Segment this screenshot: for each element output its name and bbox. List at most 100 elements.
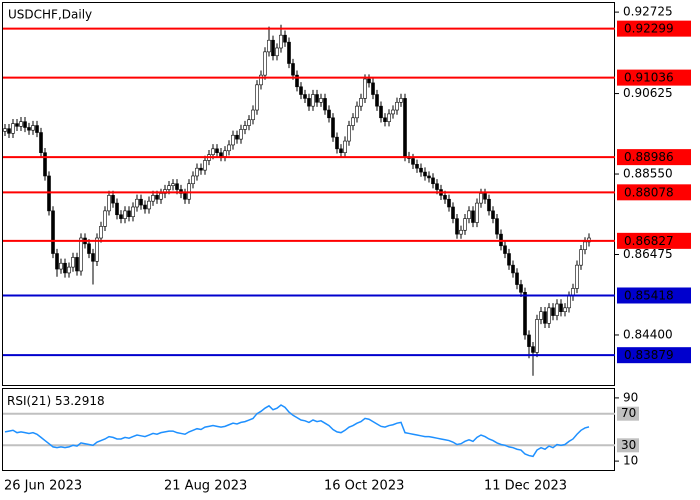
candle-body [19,121,23,127]
price-level-label: 0.88986 [624,150,674,164]
candle-body [227,144,231,152]
candle-body [559,303,563,313]
candle-body [47,175,51,212]
candle-body [323,98,327,111]
candle-body [135,198,139,208]
candle-body [511,264,515,274]
candle-body [43,152,47,177]
candle-body [299,86,303,95]
y-tick-label: 0.90625 [623,86,673,100]
candle-body [403,98,407,157]
candle-body [575,264,579,289]
price-level-label: 0.85418 [624,288,674,302]
candle-body [347,125,351,142]
candle-body [151,195,155,202]
price-level-label-box [617,287,691,304]
candle-body [455,218,459,235]
candle-body [379,105,383,119]
price-level-label: 0.92299 [624,22,674,36]
candle-body [219,152,223,157]
candle-body [215,148,219,153]
price-level-label-box [617,149,691,166]
rsi-y-tick-label: 10 [623,454,638,468]
rsi-y-tick-label: 90 [623,390,638,404]
candle-body [491,210,495,219]
candle-body [55,253,59,270]
candle-body [551,307,555,316]
candle-body [171,183,175,186]
candle-body [311,94,315,107]
indicator-name: RSI(21) [7,394,51,408]
candle-body [247,119,251,126]
candle-body [107,195,111,212]
candle-body [115,202,119,216]
candle-body [503,245,507,254]
candle-body [263,51,267,76]
candle-body [395,101,399,111]
candle-body [295,74,299,88]
candle-body [447,198,451,208]
candle-body [567,295,571,309]
candle-body [415,164,419,169]
candle-body [199,167,203,171]
candle-body [243,125,247,130]
rsi-level-label-box [617,438,639,453]
candle-body [139,198,143,206]
candle-body [155,195,159,200]
candle-body [91,253,95,262]
candle-body [167,185,171,190]
candle-body [147,200,151,210]
candle-body [203,160,207,171]
candle-body [531,346,535,353]
candle-body [375,94,379,107]
rsi-level-label: 30 [621,438,636,452]
candle-body [543,311,547,324]
candle-body [487,198,491,212]
rsi-level-label: 70 [621,406,636,420]
candle-body [75,257,79,272]
candle-body [175,183,179,190]
candle-body [119,214,123,219]
candle-body [303,94,307,99]
candle-body [87,243,91,254]
candle-body [111,195,115,204]
candle-body [31,125,35,131]
candle-body [159,193,163,200]
candle-body [195,167,199,177]
candle-body [239,129,243,140]
candle-body [267,39,271,53]
candle-body [15,123,19,127]
candle-body [143,204,147,210]
candle-body [579,249,583,266]
price-panel-frame [2,2,615,386]
candle-body [335,136,339,150]
candle-body [539,311,543,320]
candle-body [39,132,43,153]
candle-body [127,210,131,217]
candle-body [495,218,499,235]
rsi-panel-frame [2,388,615,471]
x-tick-label: 21 Aug 2023 [164,479,247,494]
candle-body [3,128,7,132]
candle-body [275,47,279,57]
candle-body [35,125,39,133]
candle-body [307,98,311,107]
candle-body [523,292,527,336]
candle-body [327,109,331,119]
candle-body [459,229,463,235]
candle-body [479,193,483,204]
candle-body [95,237,99,262]
x-tick-label: 26 Jun 2023 [4,479,82,494]
candle-body [555,303,559,316]
candle-body [191,175,195,185]
x-tick-label: 16 Oct 2023 [324,479,404,494]
candle-body [223,150,227,157]
candle-body [51,210,55,254]
candle-body [391,109,395,115]
candle-body [547,307,551,324]
indicator-value: 53.2918 [55,394,105,408]
candle-body [319,98,323,103]
candle-body [443,195,447,200]
candle-body [383,117,387,122]
candle-body [235,134,239,140]
